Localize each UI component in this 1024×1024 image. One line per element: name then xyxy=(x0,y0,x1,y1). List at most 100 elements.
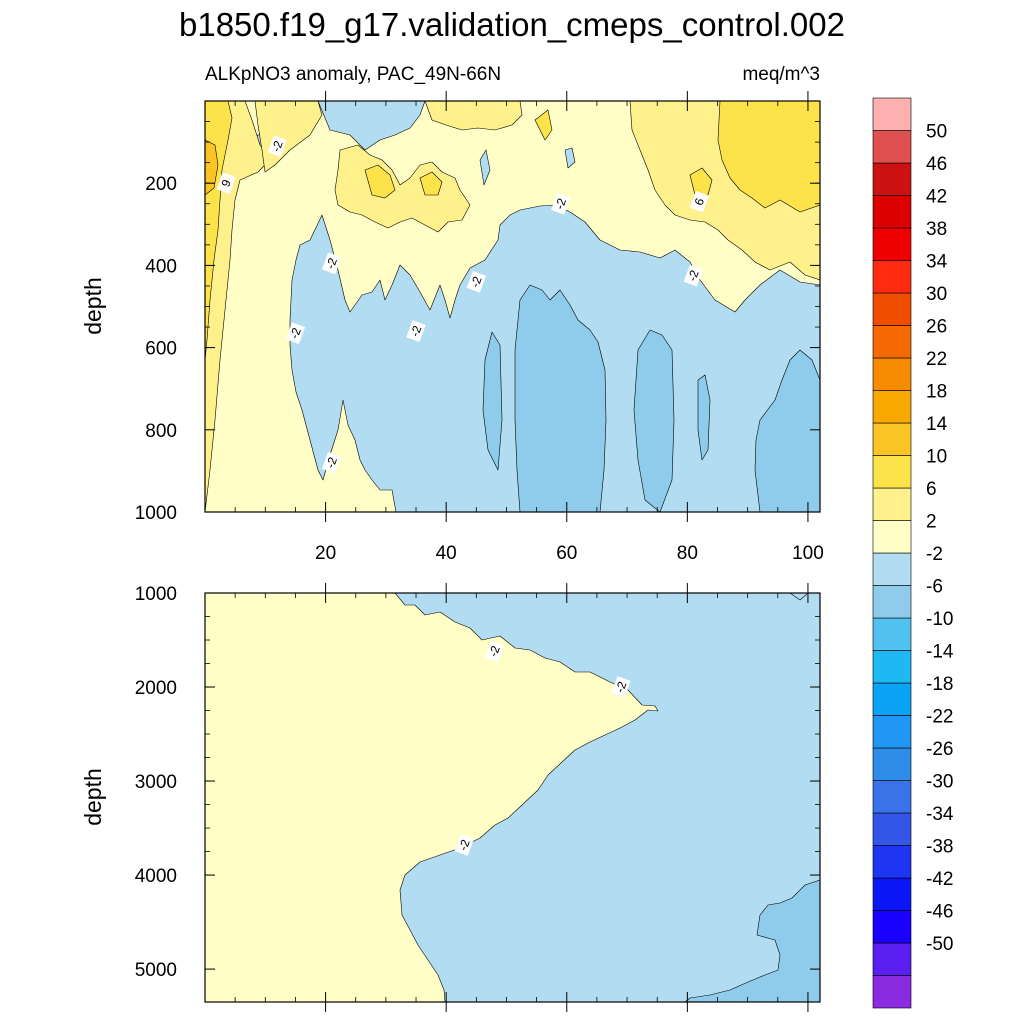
colorbar-label: 30 xyxy=(926,284,947,305)
colorbar-swatch xyxy=(872,650,912,684)
colorbar-label: -42 xyxy=(926,869,953,890)
contour-label-text: -2 xyxy=(552,196,569,211)
contour-label: -2 xyxy=(285,322,306,345)
lower-contour-field xyxy=(205,593,820,1002)
contour-label: -2 xyxy=(267,135,288,158)
y-tick-label: 4000 xyxy=(135,866,177,887)
colorbar-swatch xyxy=(872,390,912,424)
upper-region-pos6-right xyxy=(717,101,820,213)
colorbar-swatch xyxy=(872,682,912,716)
colorbar-label: -22 xyxy=(926,707,953,728)
contour-label-text: -2 xyxy=(408,323,425,338)
colorbar-label: 14 xyxy=(926,414,948,435)
colorbar-label: 2 xyxy=(926,512,937,533)
colorbar-label: 22 xyxy=(926,349,947,370)
y-tick-label: 400 xyxy=(145,256,177,277)
colorbar-swatch xyxy=(872,130,912,164)
colorbar-swatch xyxy=(872,552,912,586)
lower-region-neutral xyxy=(205,593,659,1002)
chart-title: b1850.f19_g17.validation_cmeps_control.0… xyxy=(179,6,845,43)
colorbar-swatch xyxy=(872,227,912,261)
contour-label-box xyxy=(267,135,288,158)
colorbar-swatch xyxy=(872,520,912,554)
contour-label-box xyxy=(466,270,486,293)
colorbar-swatch xyxy=(872,975,912,1009)
colorbar-label: 42 xyxy=(926,187,947,208)
colorbar-swatch xyxy=(872,325,912,359)
colorbar-swatch xyxy=(872,162,912,196)
surface-blue-pocket-1 xyxy=(317,101,426,151)
colorbar-label: 38 xyxy=(926,219,947,240)
y-tick-label: 1000 xyxy=(135,584,177,605)
contour-label: -2 xyxy=(321,451,342,474)
colorbar-label: -10 xyxy=(926,609,953,630)
contour-label-box xyxy=(216,172,236,195)
contour-label-box xyxy=(611,676,631,698)
colorbar-swatch xyxy=(872,877,912,911)
colorbar-swatch xyxy=(872,455,912,489)
deep-blue-column-5 xyxy=(754,349,820,512)
contour-label-box xyxy=(321,252,342,275)
colorbar-label: 50 xyxy=(926,122,947,143)
colorbar-label: -34 xyxy=(926,804,954,825)
contour-label-text: -2 xyxy=(613,679,630,694)
contour-label: -2 xyxy=(406,320,426,343)
contour-label-text: -2 xyxy=(323,256,340,271)
x-tick-label: 40 xyxy=(436,543,457,564)
colorbar-label: -46 xyxy=(926,902,953,923)
contour-label-box xyxy=(285,322,306,345)
colorbar-swatch xyxy=(872,812,912,846)
units-label: meq/m^3 xyxy=(742,64,820,85)
y-tick-label: 200 xyxy=(145,174,177,195)
contour-label: -2 xyxy=(611,676,631,698)
panel-subtitle: ALKpNO3 anomaly, PAC_49N-66N xyxy=(205,64,501,85)
colorbar-label: -14 xyxy=(926,642,954,663)
colorbar-label: 34 xyxy=(926,252,948,273)
contour-label: -2 xyxy=(551,192,571,215)
lower-region-deep-blue-right xyxy=(684,879,820,1002)
colorbar-label: 18 xyxy=(926,382,947,403)
y-tick-label: 5000 xyxy=(135,960,177,981)
colorbar-swatch xyxy=(872,487,912,521)
surface-blue-pocket-4 xyxy=(564,147,576,169)
colorbar-swatch xyxy=(872,747,912,781)
upper-region-pos10 xyxy=(205,139,219,196)
upper-region-pos6-mid-a xyxy=(364,164,396,199)
colorbar: 50 46 42 38 34 30 26 22 18 14 10 6 2 -2 -6 -10 -14 -18 -22… xyxy=(872,97,954,1009)
lower-y-axis-title: depth xyxy=(80,768,106,826)
deep-blue-column-2 xyxy=(482,331,503,471)
contour-label-box xyxy=(406,320,426,343)
contour-label-box xyxy=(551,192,571,215)
contour-label-box xyxy=(689,190,710,213)
colorbar-label: -18 xyxy=(926,674,953,695)
colorbar-swatch xyxy=(872,715,912,749)
x-tick-label: 100 xyxy=(792,543,824,564)
upper-axis-ticks: 200 400 600 800 1000 20 40 60 80 100 xyxy=(135,91,824,564)
colorbar-label: -26 xyxy=(926,739,953,760)
colorbar-label: -38 xyxy=(926,837,953,858)
contour-label-text: 6 xyxy=(692,196,708,207)
contour-label-text: -2 xyxy=(486,644,503,659)
upper-region-pos6-mid-c xyxy=(534,109,553,141)
colorbar-swatch xyxy=(872,780,912,814)
contour-label-box xyxy=(683,264,704,287)
y-tick-label: 1000 xyxy=(135,503,177,524)
y-tick-label: 2000 xyxy=(135,678,177,699)
contour-label-text: -2 xyxy=(323,455,340,470)
colorbar-label: -50 xyxy=(926,934,953,955)
contour-label-text: -2 xyxy=(468,274,485,289)
colorbar-swatch xyxy=(872,97,912,131)
upper-y-axis-title: depth xyxy=(80,277,106,335)
colorbar-swatch xyxy=(872,617,912,651)
contour-label-text: -2 xyxy=(287,326,304,341)
colorbar-label: -30 xyxy=(926,772,953,793)
colorbar-label: -2 xyxy=(926,544,943,565)
y-tick-label: 3000 xyxy=(135,772,177,793)
contour-label-text: -2 xyxy=(456,837,473,852)
contour-label-text: -2 xyxy=(685,268,702,283)
lower-contour-labels: -2 -2 -2 xyxy=(454,640,631,856)
lower-axis-ticks: 1000 2000 3000 4000 5000 xyxy=(135,583,820,1012)
x-tick-label: 20 xyxy=(315,543,336,564)
colorbar-label: 10 xyxy=(926,447,947,468)
